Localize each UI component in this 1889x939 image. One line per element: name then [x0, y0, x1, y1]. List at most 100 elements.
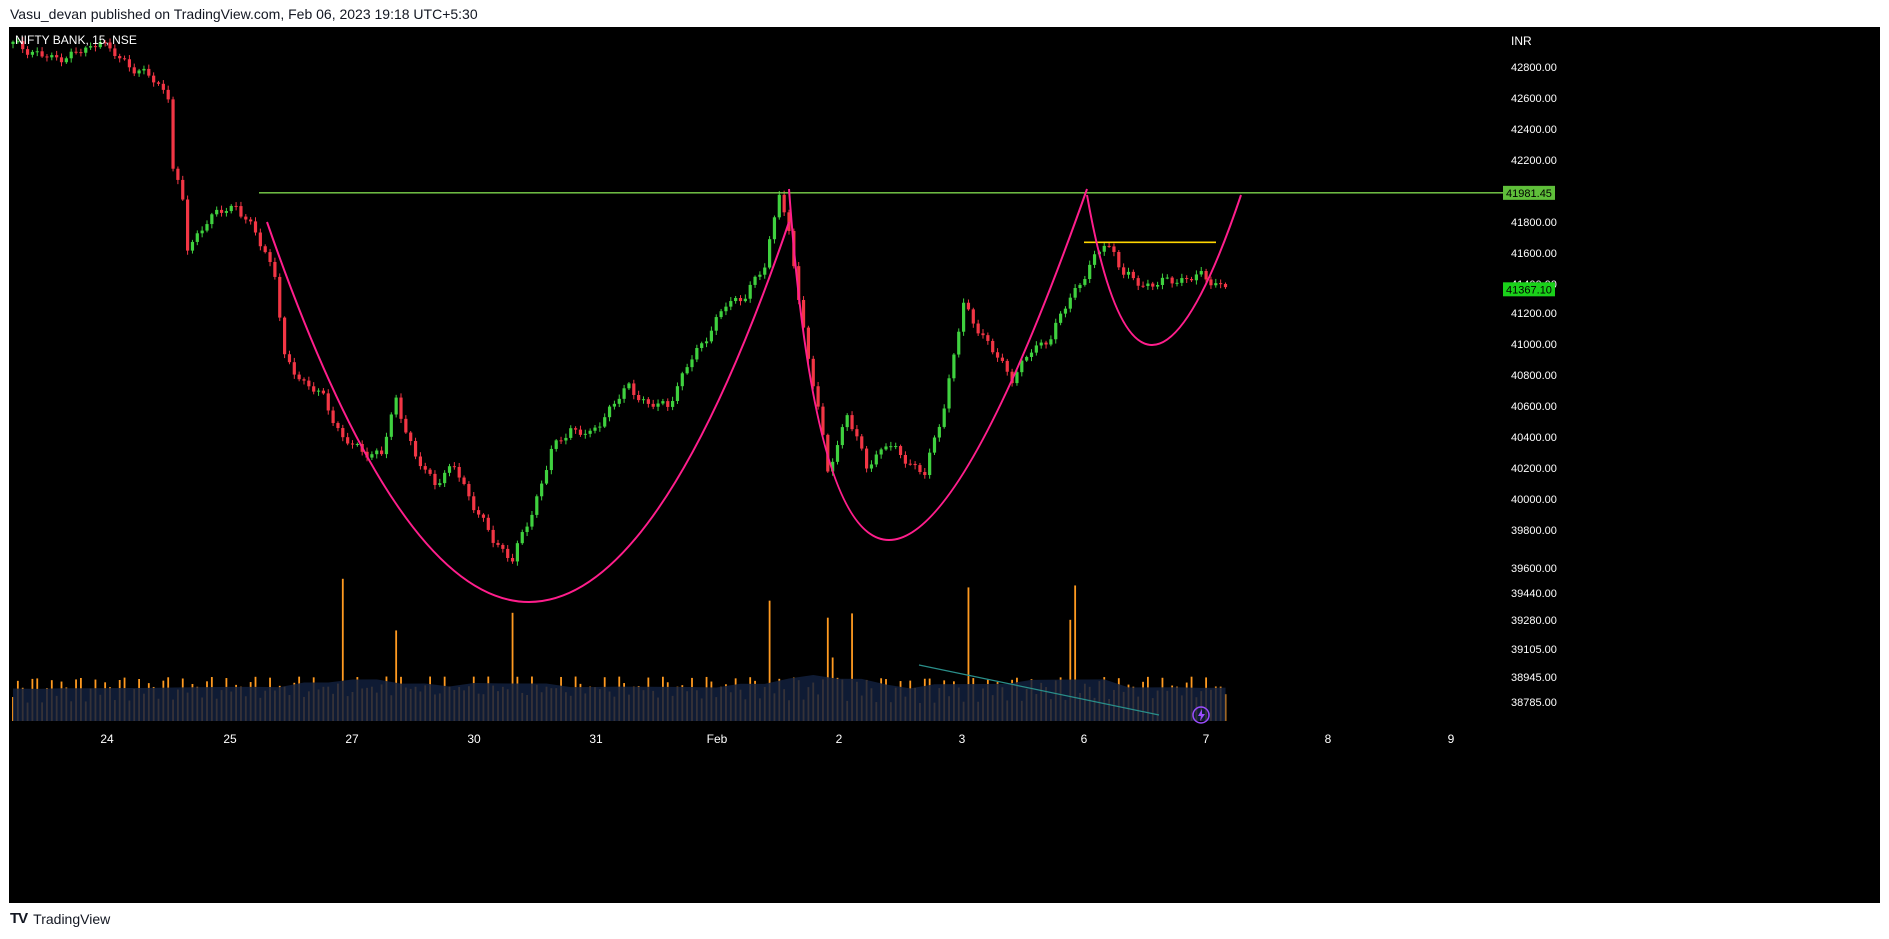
- candle-body: [932, 437, 937, 453]
- candle-body: [991, 340, 995, 353]
- candle-body: [481, 514, 486, 518]
- candle-body: [898, 446, 903, 455]
- candle-body: [1223, 283, 1228, 288]
- candle-body: [50, 55, 54, 58]
- last-price-tag: 41367.10: [1503, 282, 1555, 297]
- volume-bar: [851, 613, 853, 721]
- candle-body: [777, 194, 781, 218]
- candle-body: [748, 284, 752, 299]
- price-tick-label: 38785.00: [1511, 697, 1557, 709]
- candle-body: [253, 221, 258, 233]
- candle-body: [1160, 277, 1165, 285]
- candle-body: [1029, 352, 1034, 357]
- candle-body: [675, 386, 680, 402]
- candle-body: [307, 380, 311, 387]
- candle-body: [520, 532, 524, 544]
- candle-body: [467, 484, 471, 497]
- candle-body: [559, 440, 563, 442]
- candle-body: [370, 454, 374, 458]
- price-tick-label: 38945.00: [1511, 672, 1557, 684]
- candle-body: [346, 437, 350, 444]
- candle-body: [637, 395, 641, 401]
- candle-body: [1151, 283, 1155, 287]
- candle-body: [1054, 322, 1058, 340]
- candle-body: [292, 362, 296, 375]
- candle-body: [1141, 285, 1145, 287]
- candle-body: [549, 448, 553, 471]
- candle-body: [1136, 278, 1140, 286]
- candle-body: [16, 41, 20, 43]
- candle-body: [443, 472, 447, 484]
- candle-body: [501, 544, 505, 549]
- candle-body: [1020, 360, 1024, 373]
- candle-body: [540, 483, 544, 497]
- candle-body: [384, 436, 389, 455]
- candle-body: [181, 179, 185, 200]
- candle-body: [433, 473, 437, 486]
- candle-body: [831, 461, 835, 472]
- candle-body: [700, 343, 704, 349]
- candle-body: [249, 219, 253, 222]
- candle-body: [758, 274, 762, 277]
- candle-body: [1107, 245, 1111, 247]
- time-tick-label: 6: [1081, 732, 1088, 746]
- candle-body: [918, 465, 922, 473]
- candle-body: [1112, 246, 1116, 252]
- candle-body: [801, 299, 806, 328]
- candle-body: [923, 472, 927, 476]
- candle-body: [1126, 271, 1131, 275]
- price-tick-label: 41000.00: [1511, 339, 1557, 351]
- candle-body: [423, 466, 427, 470]
- cup-curve-3: [1086, 194, 1242, 346]
- candle-body: [152, 75, 156, 83]
- candle-body: [942, 408, 946, 427]
- candle-body: [894, 446, 898, 448]
- price-axis: 42800.00 42600.00 42400.00 42200.00 41800.00…: [1511, 62, 1557, 709]
- candle-body: [219, 209, 224, 213]
- candle-body: [64, 58, 68, 63]
- candle-body: [142, 68, 146, 71]
- candle-body: [1083, 279, 1087, 285]
- volume-bar: [967, 587, 970, 721]
- candlestick-chart[interactable]: 42800.00 42600.00 42400.00 42200.00 41800.00…: [9, 27, 1880, 903]
- candle-body: [457, 466, 461, 478]
- candle-body: [35, 51, 39, 53]
- candle-body: [588, 430, 592, 434]
- candle-body: [297, 374, 301, 380]
- candle-body: [25, 49, 30, 55]
- candle-body: [55, 55, 59, 58]
- volume-ma-area: [13, 674, 1226, 721]
- candle-body: [651, 403, 655, 407]
- time-tick-label: Feb: [707, 732, 728, 746]
- candle-body: [190, 241, 195, 251]
- candle-body: [607, 406, 612, 418]
- candle-body: [680, 373, 684, 387]
- candle-body: [1156, 284, 1160, 287]
- lightning-icon[interactable]: [1192, 706, 1210, 724]
- candle-body: [913, 463, 917, 466]
- price-tick-label: 39600.00: [1511, 563, 1557, 575]
- candle-body: [273, 261, 277, 277]
- candle-body: [714, 317, 718, 331]
- time-tick-label: 9: [1448, 732, 1455, 746]
- candle-body: [530, 514, 534, 527]
- candle-body: [210, 214, 214, 225]
- candle-body: [855, 429, 859, 437]
- candle-body: [45, 56, 49, 58]
- candle-body: [171, 99, 175, 169]
- candle-body: [734, 298, 738, 302]
- candle-body: [1146, 283, 1150, 286]
- candle-body: [1219, 283, 1223, 285]
- candle-body: [1073, 288, 1077, 298]
- candle-body: [656, 403, 660, 407]
- candle-body: [671, 401, 675, 407]
- candle-body: [729, 301, 733, 307]
- candle-body: [413, 441, 418, 457]
- currency-label: INR: [1511, 34, 1532, 48]
- candle-body: [161, 83, 165, 90]
- candle-body: [122, 58, 127, 60]
- candle-body: [30, 51, 34, 55]
- chart-area[interactable]: 42800.00 42600.00 42400.00 42200.00 41800.00…: [9, 27, 1880, 903]
- candle-body: [428, 469, 432, 474]
- candle-body: [389, 414, 393, 437]
